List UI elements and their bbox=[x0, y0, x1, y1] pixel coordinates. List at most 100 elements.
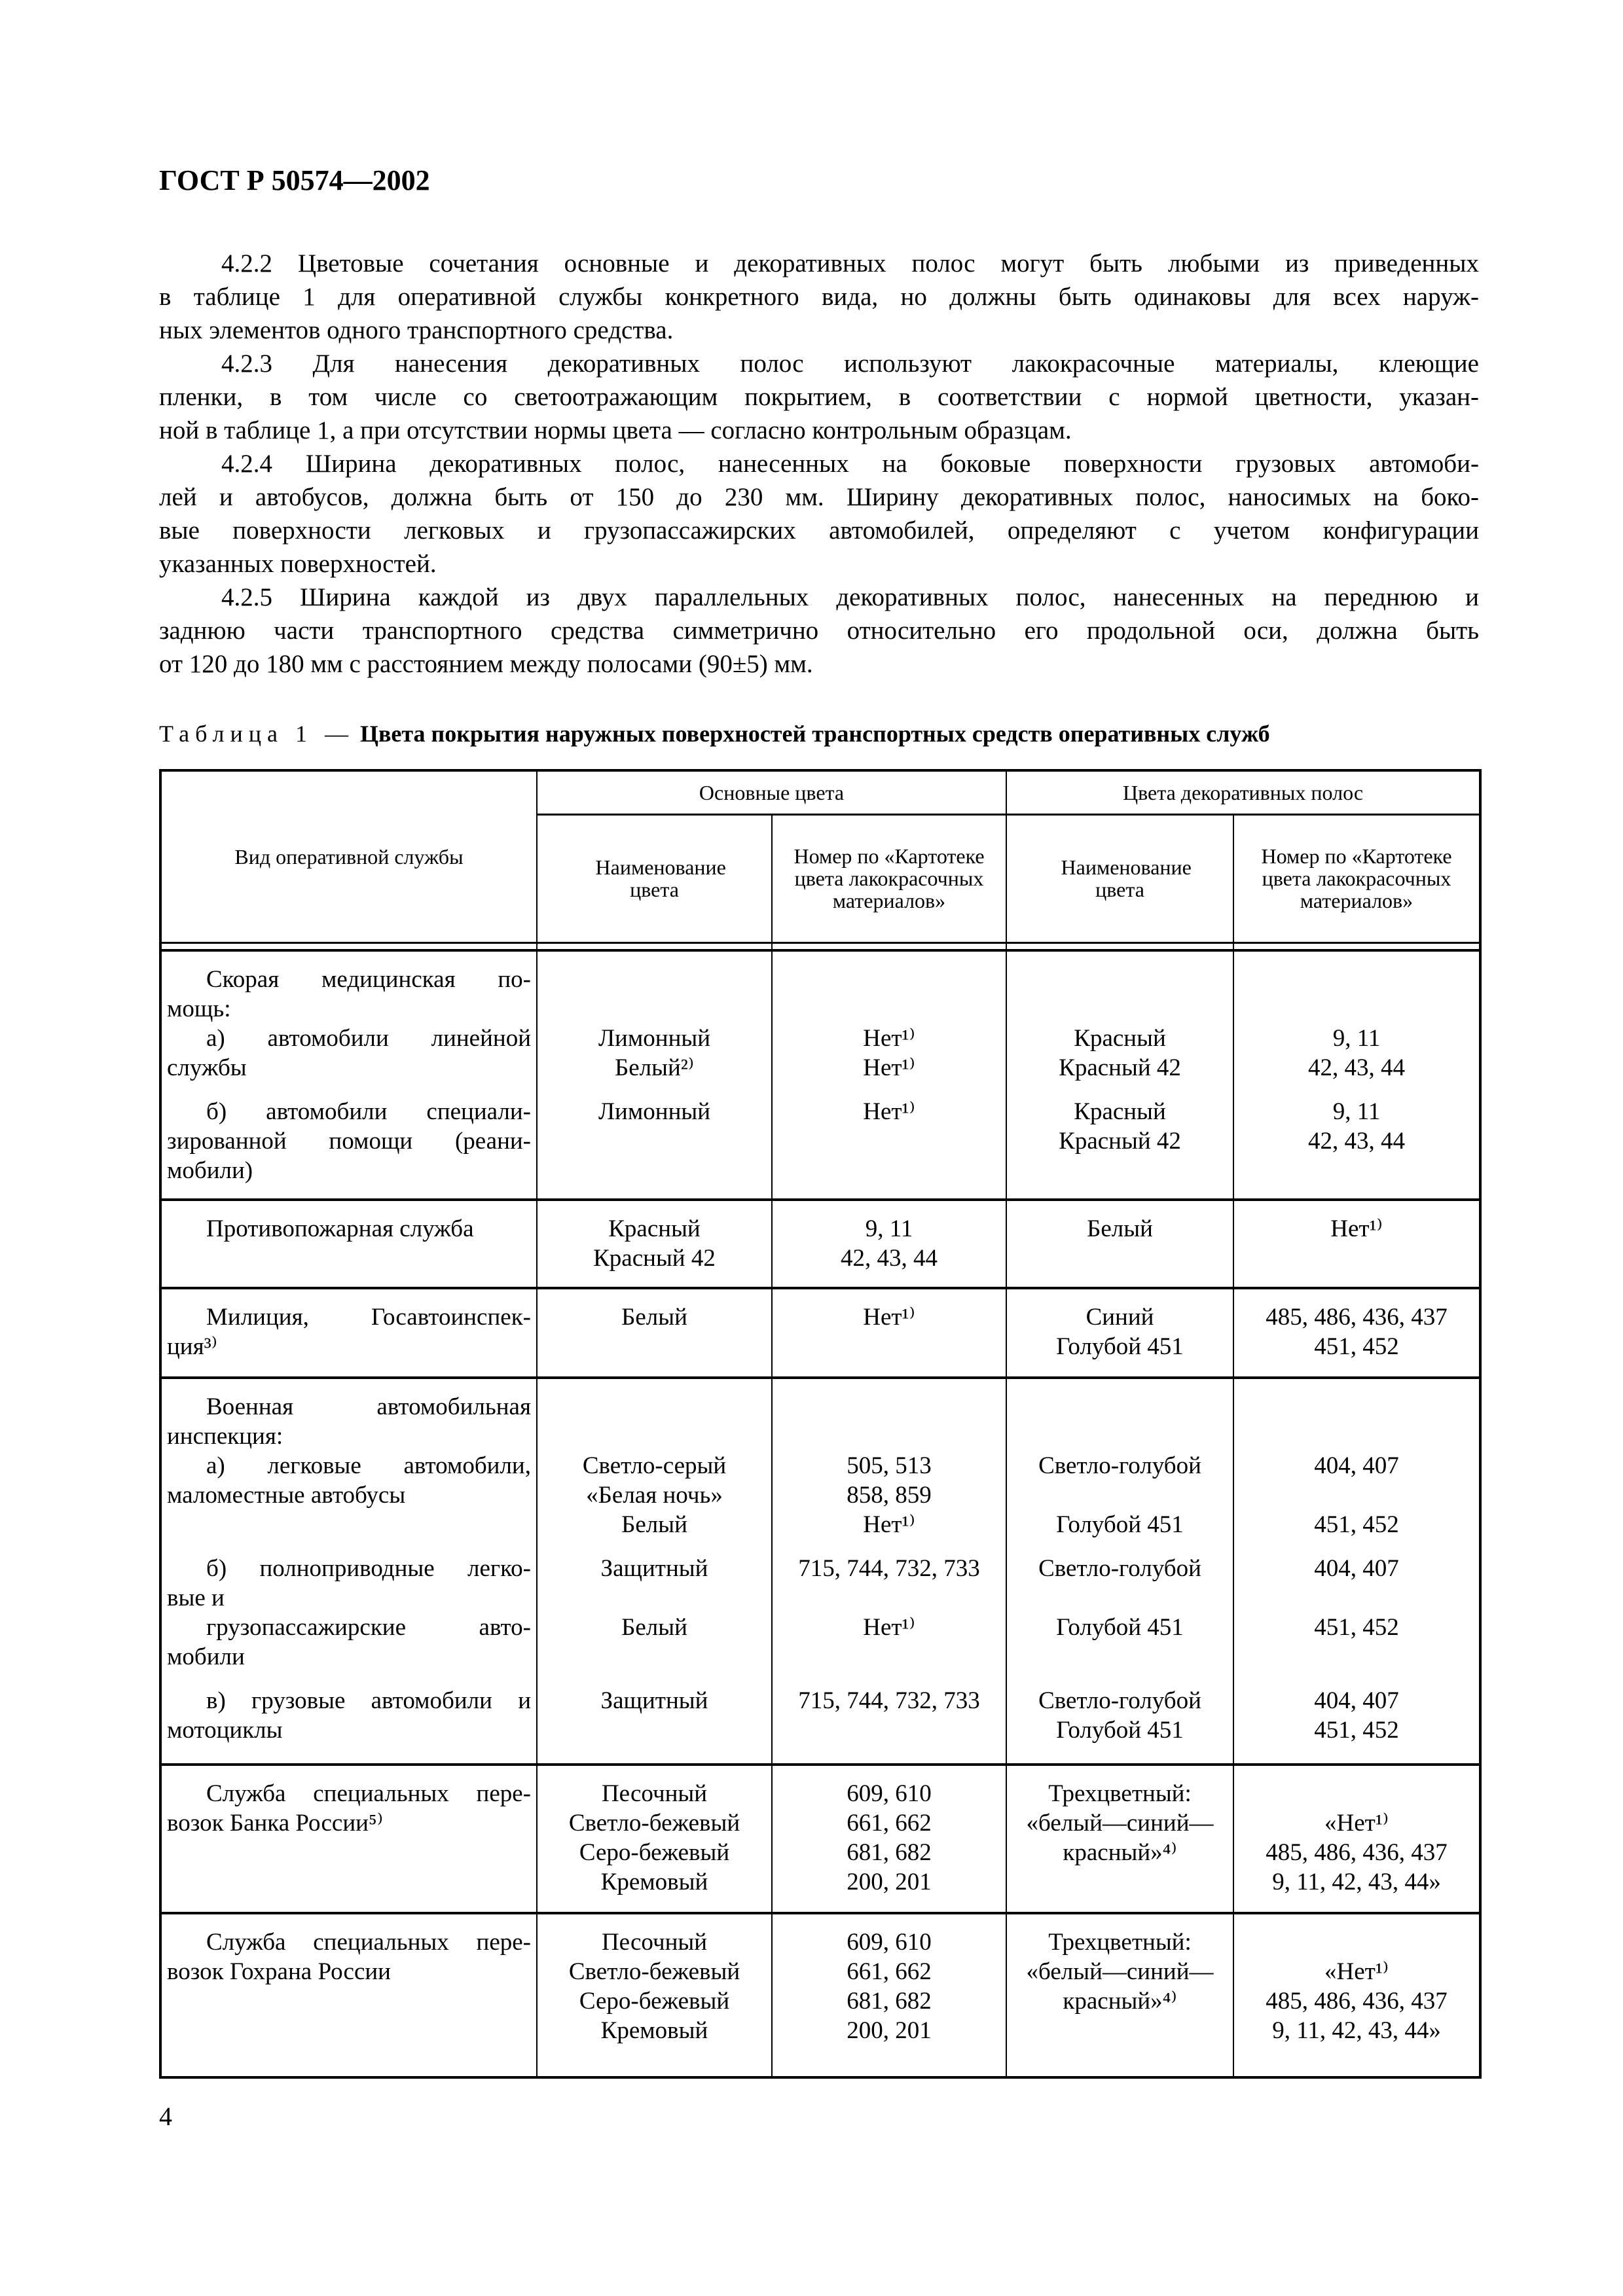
cell-line: в) грузовые автомобили и bbox=[206, 1687, 531, 1714]
cell-line: Белый bbox=[621, 1303, 687, 1331]
cell-line: Нет¹⁾ bbox=[863, 1054, 915, 1081]
cell-line bbox=[1239, 1779, 1474, 1808]
cell-line bbox=[1012, 1480, 1228, 1510]
cell-line: Служба специальных пере- bbox=[206, 1928, 531, 1956]
cell-line: Военная автомобильная bbox=[206, 1393, 531, 1420]
cell-line bbox=[778, 1715, 1000, 1745]
table-cell: Светло-голубой Голубой 451 Светло-голубой Г… bbox=[1006, 1376, 1235, 1765]
cell-line bbox=[1239, 994, 1474, 1024]
cell-line bbox=[167, 1867, 531, 1897]
cell-line: Голубой 451 bbox=[1056, 1333, 1184, 1360]
cell-line bbox=[778, 965, 1000, 994]
cell-line bbox=[778, 1422, 1000, 1451]
cell-line bbox=[1239, 1244, 1474, 1273]
cell-line bbox=[1012, 1583, 1228, 1613]
cell-line: зированной помощи (реани- bbox=[167, 1127, 531, 1155]
cell-line bbox=[543, 1126, 766, 1156]
table-cell: Нет¹⁾ bbox=[771, 1286, 1008, 1378]
cell-line: Служба специальных пере- bbox=[206, 1780, 531, 1807]
cell-line: Голубой 451 bbox=[1056, 1613, 1184, 1641]
cell-line: Голубой 451 bbox=[1056, 1511, 1184, 1538]
cell-line bbox=[778, 1126, 1000, 1156]
cell-line: «белый—синий— bbox=[1026, 1958, 1214, 1985]
cell-line: Белый bbox=[621, 1613, 687, 1641]
cell-line: Белый²⁾ bbox=[615, 1054, 694, 1081]
cell-line: Милиция, Госавтоинспек- bbox=[206, 1303, 531, 1331]
table-cell: Песочный Светло-бежевый Серо-бежевый Кремов… bbox=[536, 1911, 773, 2077]
cell-line: а) автомобили линейной bbox=[206, 1024, 531, 1052]
table-cell: Противопожарная служба bbox=[160, 1198, 538, 1288]
text-line: 4.2.3 Для нанесения декоративных полос и… bbox=[221, 350, 1479, 378]
cell-line: Нет¹⁾ bbox=[863, 1303, 915, 1331]
cell-line: Защитный bbox=[600, 1687, 708, 1714]
cell-line: 9, 11 bbox=[1332, 1024, 1381, 1052]
table-row: Служба специальных пере-возок Банка Росс… bbox=[160, 1763, 1482, 1913]
paragraph: 4.2.5 Ширина каждой из двух параллельных… bbox=[159, 581, 1479, 681]
cell-line: Противопожарная служба bbox=[206, 1215, 474, 1242]
cell-line bbox=[778, 1583, 1000, 1613]
text-line: лей и автобусов, должна быть от 150 до 2… bbox=[159, 483, 1479, 511]
cell-line: 404, 407 bbox=[1314, 1554, 1399, 1582]
text-line: 4.2.4 Ширина декоративных полос, нанесен… bbox=[221, 450, 1479, 478]
cell-line: 715, 744, 732, 733 bbox=[798, 1554, 980, 1582]
table-row: Скорая медицинская по-мощь: а) автомобили… bbox=[160, 948, 1482, 1200]
cell-line bbox=[543, 994, 766, 1024]
cell-line bbox=[543, 1156, 766, 1185]
cell-line: Светло-голубой bbox=[1038, 1452, 1201, 1479]
document-header: ГОСТ Р 50574—2002 bbox=[159, 164, 430, 196]
cell-line bbox=[1012, 965, 1228, 994]
table-cell: Белый bbox=[536, 1286, 773, 1378]
cell-line: «белый—синий— bbox=[1026, 1809, 1214, 1837]
cell-line: Светло-серый bbox=[582, 1452, 727, 1479]
text-line: 4.2.2 Цветовые сочетания основные и деко… bbox=[221, 249, 1479, 278]
paragraph: 4.2.2 Цветовые сочетания основные и деко… bbox=[159, 247, 1479, 347]
cell-line bbox=[167, 1986, 531, 2016]
cell-line: мобили bbox=[167, 1643, 245, 1670]
table-cell: Скорая медицинская по-мощь: а) автомобили… bbox=[160, 948, 538, 1200]
cell-line bbox=[778, 994, 1000, 1024]
cell-line bbox=[1012, 1156, 1228, 1185]
cell-line: Красный 42 bbox=[1059, 1127, 1181, 1155]
table-row: Противопожарная служба Красный Красный 42 9… bbox=[160, 1198, 1482, 1288]
table-cell: Милиция, Госавтоинспек-ция³⁾ bbox=[160, 1286, 538, 1378]
cell-line bbox=[1239, 1583, 1474, 1613]
body-text: 4.2.2 Цветовые сочетания основные и деко… bbox=[159, 247, 1479, 681]
text-line: от 120 до 180 мм с расстоянием между пол… bbox=[159, 650, 813, 678]
cell-line: 505, 513 bbox=[847, 1452, 932, 1479]
cell-line: «Белая ночь» bbox=[586, 1481, 723, 1509]
cell-line: красный»⁴⁾ bbox=[1063, 1987, 1177, 2015]
table-cell: Военная автомобильная инспекция: а) легков… bbox=[160, 1376, 538, 1765]
cell-line: Трехцветный: bbox=[1048, 1928, 1192, 1956]
table-cell: Служба специальных пере-возок Гохрана Ро… bbox=[160, 1911, 538, 2077]
header-stripe-colors: Цвета декоративных полос bbox=[1006, 770, 1482, 816]
cell-line: Красный bbox=[608, 1215, 701, 1242]
cell-line bbox=[778, 1642, 1000, 1672]
cell-line bbox=[778, 1332, 1000, 1361]
cell-line: грузопассажирские авто- bbox=[206, 1613, 531, 1641]
cell-line: Песочный bbox=[601, 1928, 708, 1956]
table-cell: 9, 11 42, 43, 44 bbox=[771, 1198, 1008, 1288]
cell-line: 200, 201 bbox=[847, 2017, 932, 2044]
cell-line bbox=[1239, 1392, 1474, 1422]
cell-line: 681, 682 bbox=[847, 1987, 932, 2015]
cell-line: б) автомобили специали- bbox=[206, 1098, 531, 1125]
table-cell: «Нет¹⁾ 485, 486, 436, 437 9, 11, 42, 43, 4… bbox=[1233, 1763, 1482, 1913]
cell-line bbox=[1012, 1642, 1228, 1672]
header-stripe-name: Наименование цвета bbox=[1006, 814, 1235, 944]
colors-table: Вид оперативной службы Основные цвета Цв… bbox=[159, 769, 1482, 2079]
cell-line: 42, 43, 44 bbox=[841, 1244, 938, 1272]
text-line: в таблице 1 для оперативной службы конкр… bbox=[159, 283, 1479, 311]
cell-line: 715, 744, 732, 733 bbox=[798, 1687, 980, 1714]
page-number: 4 bbox=[159, 2102, 172, 2131]
cell-line: Белый bbox=[1087, 1215, 1153, 1242]
cell-line: Нет¹⁾ bbox=[863, 1613, 915, 1641]
cell-line: 609, 610 bbox=[847, 1928, 932, 1956]
cell-line bbox=[1012, 1867, 1228, 1897]
cell-line: 404, 407 bbox=[1314, 1452, 1399, 1479]
cell-line: Синий bbox=[1085, 1303, 1154, 1331]
cell-line: Красный bbox=[1074, 1024, 1166, 1052]
cell-line bbox=[543, 1642, 766, 1672]
header-service: Вид оперативной службы bbox=[160, 770, 538, 944]
text-line: вые поверхности легковых и грузопассажир… bbox=[159, 516, 1479, 545]
cell-line: Светло-бежевый bbox=[568, 1809, 740, 1837]
